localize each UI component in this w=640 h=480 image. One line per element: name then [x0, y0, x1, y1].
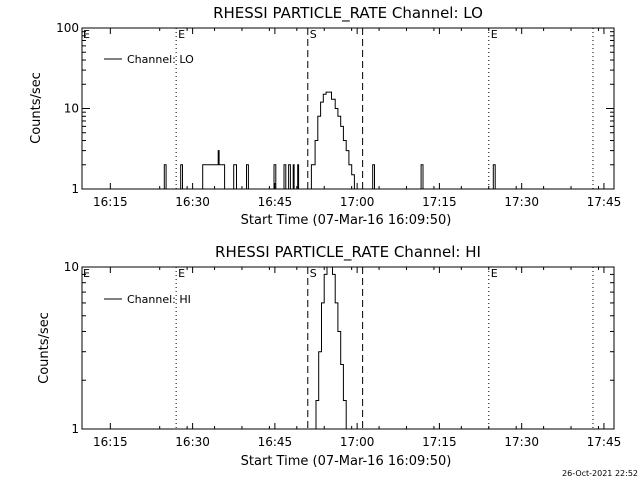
series-line — [82, 266, 614, 430]
marker-label: S — [310, 28, 317, 41]
hi-channel-panel: RHESSI PARTICLE_RATE Channel: HI Counts/… — [37, 243, 621, 469]
y-tick-label: 10 — [64, 260, 79, 274]
x-tick-label: 17:30 — [504, 435, 539, 449]
marker-label: E — [83, 267, 90, 280]
x-tick-label: 16:15 — [93, 195, 128, 209]
x-tick-label: 17:45 — [587, 195, 622, 209]
marker-label: E — [491, 28, 498, 41]
marker-label: E — [178, 28, 185, 41]
series-line — [82, 91, 614, 190]
x-axis-label: Start Time (07-Mar-16 16:09:50) — [241, 213, 452, 228]
marker-label: S — [310, 267, 317, 280]
x-tick-label: 17:45 — [587, 435, 622, 449]
y-tick-label: 1 — [71, 182, 79, 196]
lo-channel-panel: RHESSI PARTICLE_RATE Channel: LO Counts/… — [29, 4, 621, 228]
plot-frame — [81, 266, 615, 430]
x-tick-label: 17:15 — [422, 195, 457, 209]
y-tick-label: 1 — [71, 422, 79, 436]
y-tick-label: 100 — [56, 21, 79, 35]
x-tick-label: 17:15 — [422, 435, 457, 449]
x-tick-label: 16:45 — [258, 195, 293, 209]
x-tick-label: 17:00 — [340, 435, 375, 449]
timestamp: 26-Oct-2021 22:52 — [562, 469, 638, 478]
chart-title: RHESSI PARTICLE_RATE Channel: HI — [215, 243, 481, 262]
x-tick-label: 17:00 — [340, 195, 375, 209]
x-axis-label: Start Time (07-Mar-16 16:09:50) — [241, 454, 452, 469]
x-tick-label: 16:45 — [258, 435, 293, 449]
marker-label: E — [178, 267, 185, 280]
x-tick-label: 17:30 — [504, 195, 539, 209]
marker-label: E — [491, 267, 498, 280]
y-axis-label: Counts/sec — [37, 312, 52, 384]
x-tick-label: 16:30 — [175, 435, 210, 449]
legend-label: Channel: LO — [127, 53, 194, 66]
chart-title: RHESSI PARTICLE_RATE Channel: LO — [213, 4, 483, 23]
x-tick-label: 16:30 — [175, 195, 210, 209]
x-tick-label: 16:15 — [93, 435, 128, 449]
y-axis-label: Counts/sec — [29, 72, 44, 144]
marker-label: E — [83, 28, 90, 41]
legend-label: Channel: HI — [127, 293, 191, 306]
y-tick-label: 10 — [64, 102, 79, 116]
